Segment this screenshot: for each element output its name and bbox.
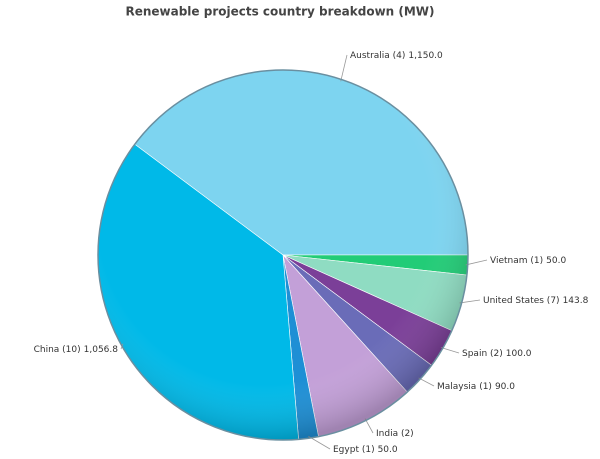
leader-line xyxy=(364,418,374,434)
slice-label: Australia (4) 1,150.0 xyxy=(350,51,443,61)
category-label: Spain (2) xyxy=(462,349,503,359)
category-label: India (2) xyxy=(376,429,414,439)
leader-line xyxy=(308,435,331,450)
slice-label: Egypt (1) 50.0 xyxy=(333,445,398,455)
value-label: 50.0 xyxy=(378,445,398,455)
category-label: China (10) xyxy=(34,345,81,355)
category-label: United States (7) xyxy=(483,296,560,306)
slice-label: Vietnam (1) 50.0 xyxy=(490,256,566,266)
category-label: Egypt (1) xyxy=(333,445,375,455)
value-label: 50.0 xyxy=(546,256,566,266)
slice-label: India (2) xyxy=(376,429,414,439)
value-label: 90.0 xyxy=(495,382,515,392)
slice-label: United States (7) 143.8 xyxy=(483,296,589,306)
leader-line xyxy=(465,259,488,266)
chart-title: Renewable projects country breakdown (MW… xyxy=(125,5,434,19)
category-label: Vietnam (1) xyxy=(490,256,543,266)
leader-line xyxy=(459,299,481,304)
leader-line xyxy=(418,377,435,387)
value-label: 100.0 xyxy=(506,349,532,359)
slice-label: Spain (2) 100.0 xyxy=(462,349,532,359)
slice-label: Malaysia (1) 90.0 xyxy=(437,382,515,392)
leader-line xyxy=(340,54,348,82)
category-label: Australia (4) xyxy=(350,51,405,61)
value-label: 1,056.8 xyxy=(84,345,119,355)
value-label: 1,150.0 xyxy=(408,51,443,61)
leader-line xyxy=(440,347,460,354)
value-label: 143.8 xyxy=(563,296,589,306)
slice-label: China (10) 1,056.8 xyxy=(34,345,119,355)
category-label: Malaysia (1) xyxy=(437,382,492,392)
